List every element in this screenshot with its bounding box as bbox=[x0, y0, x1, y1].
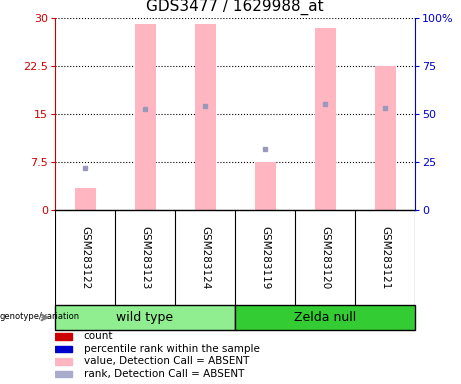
Text: count: count bbox=[84, 331, 113, 341]
Text: GSM283124: GSM283124 bbox=[200, 226, 210, 289]
Bar bbox=[374, 66, 396, 210]
Text: GSM283120: GSM283120 bbox=[320, 226, 330, 289]
Title: GDS3477 / 1629988_at: GDS3477 / 1629988_at bbox=[146, 0, 324, 15]
Bar bbox=[254, 162, 276, 210]
Bar bbox=[195, 25, 215, 210]
Text: rank, Detection Call = ABSENT: rank, Detection Call = ABSENT bbox=[84, 369, 244, 379]
Bar bbox=[55, 371, 71, 377]
Bar bbox=[75, 188, 95, 210]
Text: GSM283123: GSM283123 bbox=[140, 226, 150, 289]
Bar bbox=[55, 305, 235, 330]
Text: GSM283121: GSM283121 bbox=[380, 226, 390, 289]
Bar bbox=[235, 305, 415, 330]
Bar bbox=[55, 358, 71, 365]
Text: GSM283119: GSM283119 bbox=[260, 226, 270, 289]
Bar bbox=[55, 346, 71, 353]
Text: Zelda null: Zelda null bbox=[294, 311, 356, 324]
Text: value, Detection Call = ABSENT: value, Detection Call = ABSENT bbox=[84, 356, 249, 366]
Bar bbox=[135, 25, 155, 210]
Text: wild type: wild type bbox=[117, 311, 173, 324]
Text: percentile rank within the sample: percentile rank within the sample bbox=[84, 344, 260, 354]
Text: GSM283122: GSM283122 bbox=[80, 226, 90, 289]
Text: genotype/variation: genotype/variation bbox=[0, 312, 80, 321]
Bar bbox=[55, 333, 71, 340]
Bar bbox=[314, 28, 336, 210]
